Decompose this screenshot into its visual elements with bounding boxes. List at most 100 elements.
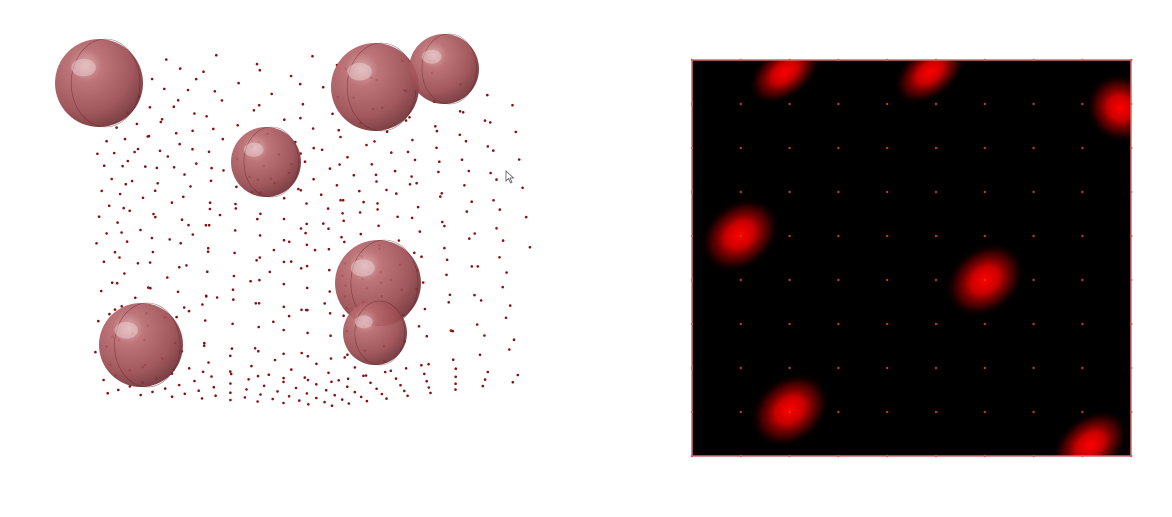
lattice-point xyxy=(403,389,406,393)
heatmap-grid-dot xyxy=(1081,366,1084,370)
lattice-point xyxy=(191,129,194,133)
heatmap-grid-dot xyxy=(739,234,742,238)
sphere-meridian xyxy=(243,126,299,198)
lattice-point xyxy=(141,196,145,200)
mouse-pointer-icon xyxy=(505,170,515,184)
lattice-point xyxy=(258,278,261,282)
heatmap-grid-dot xyxy=(886,234,889,238)
lattice-point xyxy=(170,201,174,204)
lattice-point xyxy=(233,251,236,255)
lattice-point xyxy=(282,196,286,200)
lattice-point xyxy=(176,99,180,102)
lattice-point xyxy=(117,388,120,392)
lattice-point xyxy=(231,288,235,292)
lattice-point xyxy=(427,362,430,366)
lattice-point xyxy=(203,341,206,345)
lattice-point xyxy=(329,357,333,360)
lattice-point xyxy=(385,188,388,192)
lattice-point xyxy=(282,260,286,264)
lattice-point xyxy=(454,382,457,386)
lattice-point xyxy=(329,334,332,338)
lattice-point xyxy=(423,372,426,376)
lattice-point xyxy=(134,296,137,300)
lattice-point xyxy=(282,217,286,221)
heatmap-grid-dot xyxy=(934,234,938,238)
lattice-point xyxy=(438,160,441,163)
lattice-point xyxy=(417,325,421,328)
lattice-point xyxy=(439,195,442,198)
sphere-body xyxy=(409,34,479,104)
heatmap-grid-dot xyxy=(788,102,791,106)
lattice-point xyxy=(337,128,341,132)
lattice-point xyxy=(187,309,191,313)
lattice-point xyxy=(307,403,310,406)
lattice-point xyxy=(179,241,182,245)
lattice-point xyxy=(374,173,378,177)
lattice-point xyxy=(327,247,331,251)
heatmap-grid-dot xyxy=(934,146,938,150)
heatmap-grid-dot xyxy=(886,366,889,370)
lattice-point xyxy=(359,232,363,236)
lattice-point xyxy=(253,347,257,350)
lattice-point xyxy=(262,384,266,388)
lattice-point xyxy=(328,290,332,293)
lattice-point xyxy=(99,289,103,293)
heatmap-grid-dot xyxy=(983,146,986,150)
heatmap-blob xyxy=(1050,409,1130,456)
lattice-point xyxy=(201,303,204,306)
lattice-point xyxy=(342,314,345,318)
lattice-point xyxy=(299,227,303,230)
lattice-point xyxy=(505,271,508,274)
lattice-point xyxy=(200,397,204,400)
lattice-point xyxy=(385,397,388,400)
lattice-point xyxy=(282,380,285,384)
lattice-point xyxy=(255,62,259,66)
lattice-point xyxy=(486,93,489,97)
lattice-point xyxy=(102,378,105,382)
heatmap-grid-dot xyxy=(886,278,889,282)
lattice-point xyxy=(306,308,309,312)
lattice-point xyxy=(385,130,389,133)
lattice-point xyxy=(313,248,317,252)
heatmap-grid-dot xyxy=(1032,322,1035,326)
lattice-point xyxy=(201,370,205,374)
sphere xyxy=(99,302,183,388)
lattice-point xyxy=(380,392,384,396)
lattice-point xyxy=(110,177,113,181)
lattice-point xyxy=(97,319,100,323)
lattice-point xyxy=(232,298,235,301)
heatmap-grid-dot xyxy=(934,366,938,370)
lattice-point xyxy=(166,155,170,158)
lattice-point xyxy=(399,383,402,387)
lattice-point xyxy=(303,160,307,163)
lattice-point xyxy=(289,260,293,263)
lattice-point xyxy=(102,164,106,167)
heatmap-blob xyxy=(699,196,781,274)
lattice-point xyxy=(321,85,325,89)
sphere-body xyxy=(343,301,407,365)
heatmap-grid-dot xyxy=(886,410,889,414)
sphere-highlight xyxy=(350,259,375,277)
lattice-point xyxy=(365,143,368,147)
lattice-point xyxy=(508,304,512,307)
lattice-point xyxy=(258,68,262,72)
heatmap-grid-dot xyxy=(788,278,791,282)
lattice-point xyxy=(346,385,349,389)
lattice-point xyxy=(319,193,323,196)
lattice-point xyxy=(294,386,298,390)
lattice-point xyxy=(483,378,487,381)
lattice-point xyxy=(448,293,452,297)
lattice-point xyxy=(282,352,285,356)
lattice-point xyxy=(460,158,464,161)
lattice-point xyxy=(435,129,439,133)
lattice-point xyxy=(229,398,232,402)
sphere-highlight xyxy=(243,142,264,157)
heatmap-grid-dot xyxy=(1032,410,1035,414)
heatmap-grid-dot xyxy=(886,146,889,150)
heatmap-grid-dot xyxy=(788,410,791,414)
heatmap-grid-dot xyxy=(837,146,840,150)
lattice-point xyxy=(254,302,258,305)
lattice-point xyxy=(418,230,422,233)
lattice-point xyxy=(113,308,117,311)
